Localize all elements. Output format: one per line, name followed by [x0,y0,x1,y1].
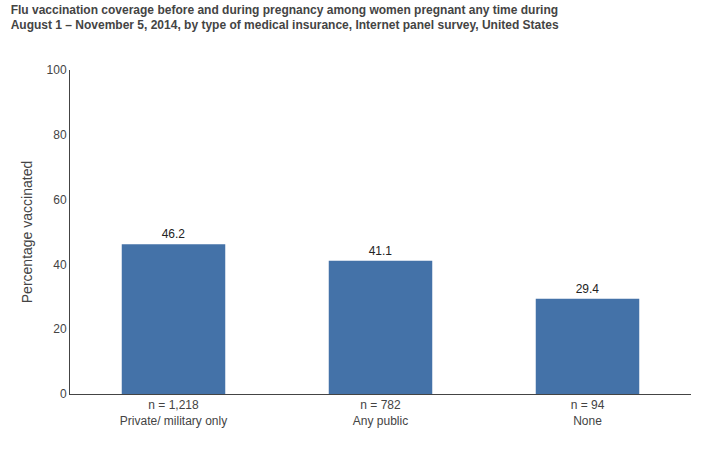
svg-text:n = 1,218Private/ military onl: n = 1,218Private/ military only [120,398,227,428]
svg-text:29.4: 29.4 [576,282,600,296]
svg-text:n = 94None: n = 94None [571,398,605,428]
svg-text:46.2: 46.2 [162,227,186,241]
svg-text:41.1: 41.1 [369,244,393,258]
svg-text:Flu vaccination coverage befor: Flu vaccination coverage before and duri… [11,3,559,33]
svg-text:40: 40 [53,258,67,272]
svg-text:60: 60 [53,193,67,207]
svg-text:n = 782Any public: n = 782Any public [353,398,408,428]
svg-text:80: 80 [53,128,67,142]
svg-text:100: 100 [47,63,67,77]
svg-text:Percentage vaccinated: Percentage vaccinated [19,161,35,303]
svg-text:20: 20 [53,322,67,336]
svg-text:0: 0 [60,387,67,401]
